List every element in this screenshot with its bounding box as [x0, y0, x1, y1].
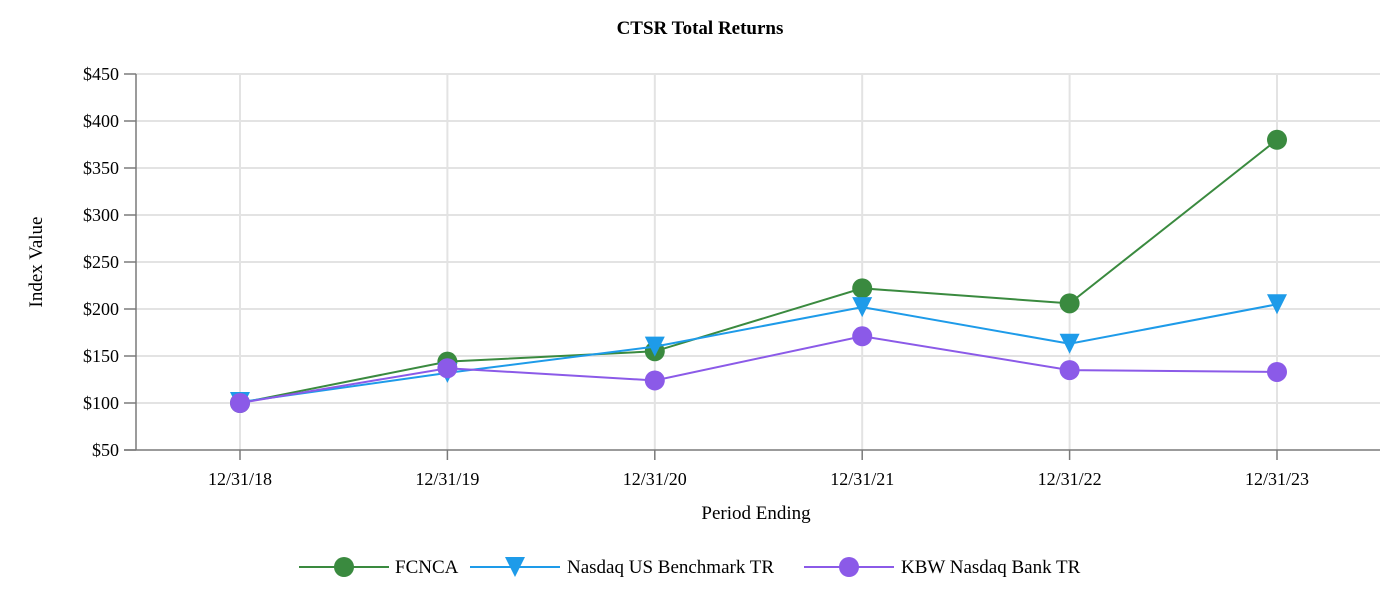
data-point: [437, 358, 458, 379]
x-tick-label: 12/31/21: [830, 469, 894, 489]
data-point: [1059, 360, 1080, 381]
y-tick-label: $250: [83, 252, 119, 272]
x-tick-label: 12/31/23: [1245, 469, 1309, 489]
y-tick-label: $300: [83, 205, 119, 225]
data-point: [1267, 294, 1287, 315]
legend: FCNCA Nasdaq US Benchmark TR KBW Nasdaq Ba…: [299, 557, 1081, 578]
x-tick-label: 12/31/18: [208, 469, 272, 489]
data-point: [1059, 293, 1080, 314]
legend-label: KBW Nasdaq Bank TR: [901, 557, 1081, 578]
series-line: [239, 139, 1278, 404]
axes: $50 $100 $150 $200 $250 $300 $350 $400 $450 12/31…: [83, 64, 1380, 489]
series-line: [239, 303, 1278, 404]
x-axis-title: Period Ending: [701, 503, 811, 524]
legend-marker: [839, 557, 859, 577]
y-tick-label: $200: [83, 299, 119, 319]
data-point: [644, 336, 665, 357]
y-tick-label: $400: [83, 111, 119, 131]
series-layer: [230, 129, 1287, 413]
y-tick-label: $450: [83, 64, 119, 84]
data-point: [1267, 361, 1287, 382]
data-point: [852, 297, 873, 318]
chart-title: CTSR Total Returns: [617, 18, 784, 39]
y-tick-label: $150: [83, 346, 119, 366]
data-point: [230, 393, 250, 413]
data-point: [852, 326, 873, 347]
x-tick-label: 12/31/20: [623, 469, 687, 489]
legend-label: Nasdaq US Benchmark TR: [567, 557, 774, 578]
legend-label: FCNCA: [395, 557, 459, 578]
data-point: [1059, 333, 1080, 354]
data-point: [1267, 129, 1287, 150]
legend-marker: [334, 557, 354, 577]
series-line: [239, 335, 1278, 404]
x-tick-label: 12/31/19: [415, 469, 479, 489]
series-nasdaq-us-benchmark-tr: [230, 294, 1287, 413]
legend-item: KBW Nasdaq Bank TR: [804, 557, 1081, 578]
legend-marker: [505, 557, 525, 577]
y-axis-title: Index Value: [26, 217, 47, 308]
series-kbw-nasdaq-bank-tr: [230, 326, 1287, 413]
data-point: [852, 278, 873, 299]
legend-item: Nasdaq US Benchmark TR: [470, 557, 774, 578]
y-tick-label: $50: [92, 440, 119, 460]
y-tick-label: $100: [83, 393, 119, 413]
grid: [136, 73, 1380, 450]
x-tick-label: 12/31/22: [1038, 469, 1102, 489]
y-tick-label: $350: [83, 158, 119, 178]
data-point: [644, 370, 665, 391]
legend-item: FCNCA: [299, 557, 459, 578]
